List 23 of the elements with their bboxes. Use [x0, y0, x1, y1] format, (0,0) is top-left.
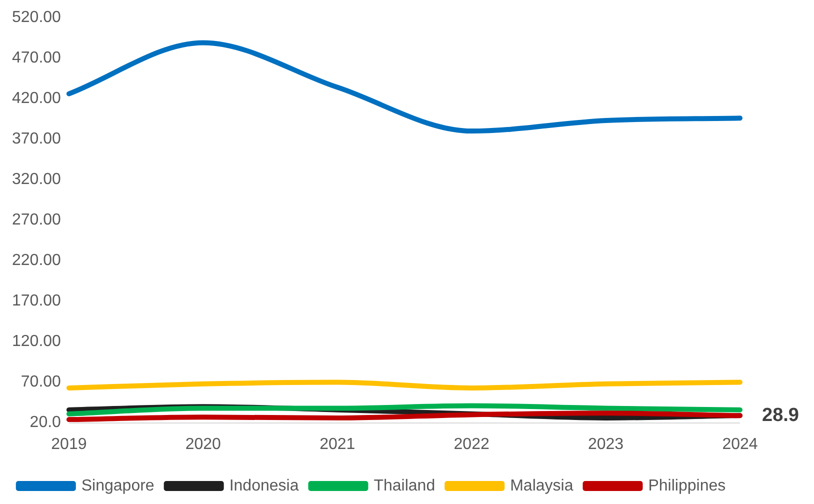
legend-label: Philippines	[648, 477, 726, 494]
y-tick-label: 170.00	[12, 292, 62, 310]
y-tick-label: 370.00	[12, 130, 62, 148]
y-tick-label: 70.00	[20, 374, 62, 391]
y-tick-label: 120.00	[12, 333, 62, 350]
legend-label: Singapore	[81, 477, 154, 494]
x-tick-label: 2020	[185, 436, 222, 453]
x-tick-label: 2022	[454, 436, 490, 453]
x-tick-label: 2023	[588, 436, 624, 453]
y-tick-label: 520.00	[12, 9, 62, 26]
y-tick-label: 320.00	[12, 171, 62, 188]
y-tick-label: 420.00	[12, 90, 62, 108]
x-tick-label: 2019	[51, 436, 87, 453]
legend-label: Thailand	[374, 477, 436, 494]
legend-label: Indonesia	[229, 477, 299, 494]
y-tick-label: 470.00	[12, 50, 62, 67]
legend-label: Malaysia	[510, 477, 574, 494]
y-tick-label: 220.00	[12, 252, 62, 270]
x-tick-label: 2024	[722, 436, 758, 453]
y-tick-label: 20.0	[30, 414, 62, 432]
annotation: 28.9	[762, 404, 799, 426]
y-tick-label: 270.00	[12, 212, 62, 229]
x-tick-label: 2021	[320, 436, 356, 453]
